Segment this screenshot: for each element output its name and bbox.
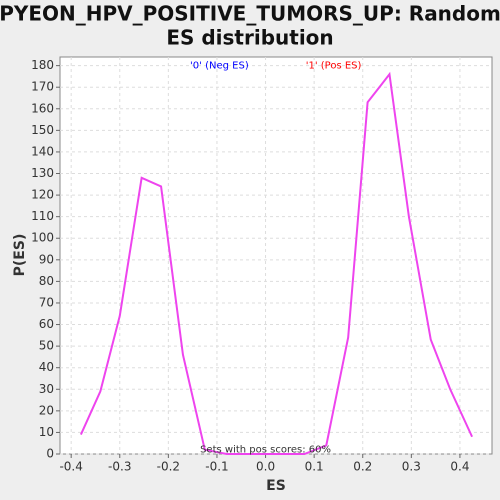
y-tick-label: 80: [39, 274, 54, 288]
y-tick-label: 150: [31, 123, 54, 137]
x-axis-label: ES: [266, 478, 286, 494]
x-tick-label: -0.3: [108, 460, 131, 474]
x-tick-label: -0.4: [59, 460, 82, 474]
x-tick-label: 0.2: [353, 460, 372, 474]
y-tick-label: 50: [39, 339, 54, 353]
plot-area: [59, 56, 493, 455]
y-tick-label: 180: [31, 58, 54, 72]
y-tick-label: 110: [31, 209, 54, 223]
annotation: '0' (Neg ES): [190, 61, 249, 72]
chart-title: ES distribution: [166, 26, 333, 50]
y-tick-label: 160: [31, 101, 54, 115]
chart-title: PYEON_HPV_POSITIVE_TUMORS_UP: Random: [0, 2, 500, 26]
y-tick-label: 140: [31, 144, 54, 158]
y-tick-label: 60: [39, 317, 54, 331]
y-tick-label: 130: [31, 166, 54, 180]
x-tick-label: 0.0: [256, 460, 275, 474]
y-tick-label: 0: [46, 447, 54, 461]
x-tick-label: 0.3: [402, 460, 421, 474]
y-tick-label: 100: [31, 231, 54, 245]
y-tick-label: 30: [39, 382, 54, 396]
x-tick-label: 0.4: [450, 460, 469, 474]
x-tick-label: 0.1: [305, 460, 324, 474]
annotation: Sets with pos scores: 60%: [200, 445, 331, 456]
line: [79, 71, 473, 455]
annotation: '1' (Pos ES): [306, 61, 362, 72]
y-tick-label: 70: [39, 295, 54, 309]
y-tick-label: 90: [39, 252, 54, 266]
y-tick-label: 10: [39, 425, 54, 439]
y-tick-label: 120: [31, 188, 54, 202]
y-tick-label: 170: [31, 80, 54, 94]
y-axis-label: P(ES): [12, 234, 28, 277]
y-tick-label: 40: [39, 360, 54, 374]
x-tick-label: -0.1: [205, 460, 228, 474]
y-tick-label: 20: [39, 403, 54, 417]
x-tick-label: -0.2: [157, 460, 180, 474]
